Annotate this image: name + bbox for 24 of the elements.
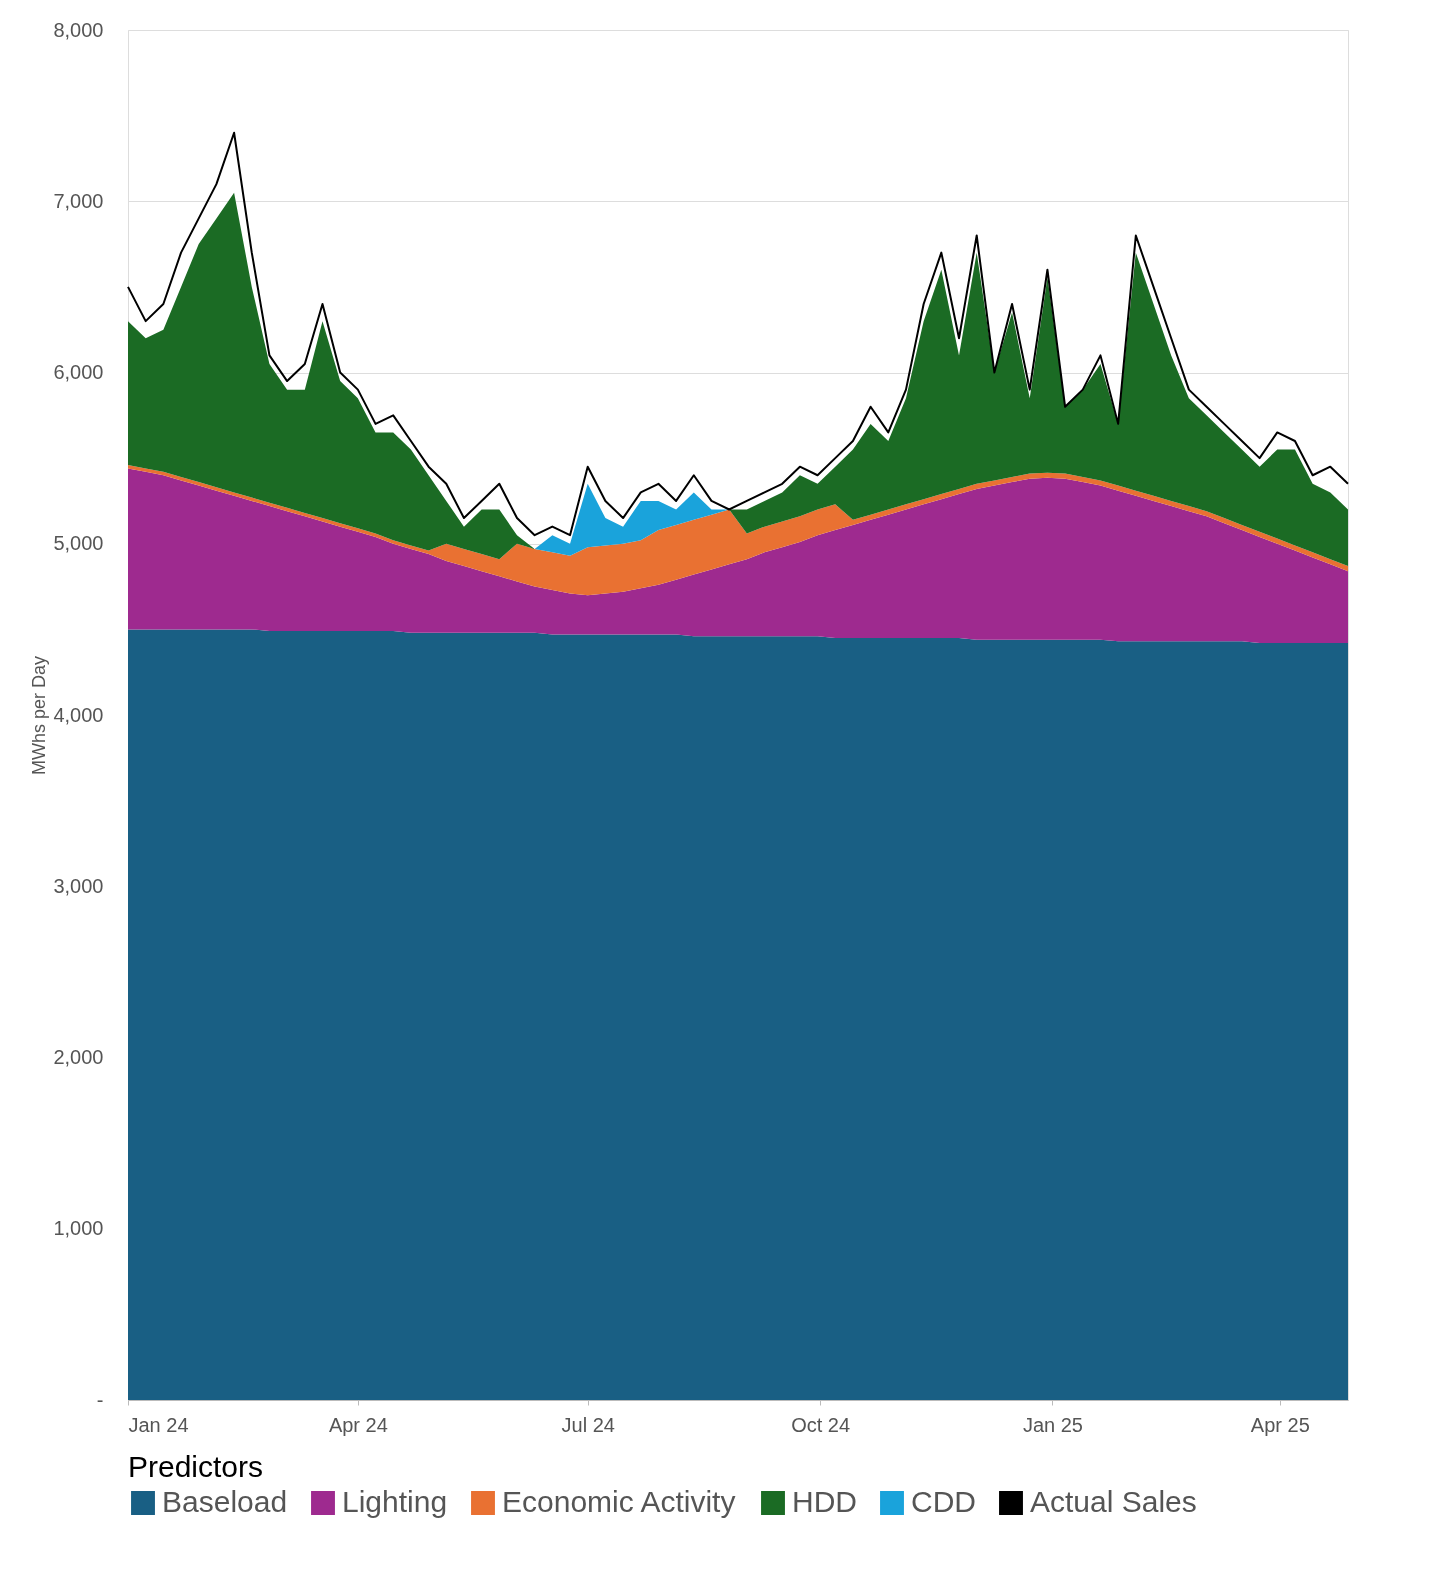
legend-label: Lighting [342, 1485, 448, 1518]
x-tick-label: Jul 24 [561, 1413, 615, 1436]
legend-label: CDD [911, 1485, 976, 1518]
x-tick-label: Oct 24 [791, 1413, 851, 1436]
y-tick-label: 6,000 [53, 361, 104, 383]
y-tick-label: 3,000 [53, 874, 104, 897]
y-tick-label: - [96, 1388, 104, 1411]
y-tick-label: 1,000 [53, 1217, 104, 1240]
legend-label: Actual Sales [1030, 1485, 1197, 1518]
y-axis-title: MWhs per Day [29, 655, 50, 776]
y-tick-label: 4,000 [53, 703, 104, 726]
legend-label: Economic Activity [502, 1485, 736, 1518]
legend-title: Predictors [128, 1450, 264, 1483]
x-tick-label: Jan 25 [1022, 1413, 1083, 1436]
y-tick-label: 5,000 [53, 532, 104, 555]
y-tick-label: 7,000 [53, 189, 104, 212]
y-tick-label: 2,000 [53, 1046, 104, 1068]
x-tick-label: Jan 24 [128, 1413, 189, 1436]
line-series [127, 131, 1349, 537]
x-tick-label: Apr 24 [328, 1413, 388, 1436]
legend-label: Baseload [162, 1485, 288, 1518]
x-tick-label: Apr 25 [1250, 1413, 1310, 1436]
y-tick-label: 8,000 [53, 18, 104, 41]
legend-label: HDD [792, 1485, 857, 1518]
